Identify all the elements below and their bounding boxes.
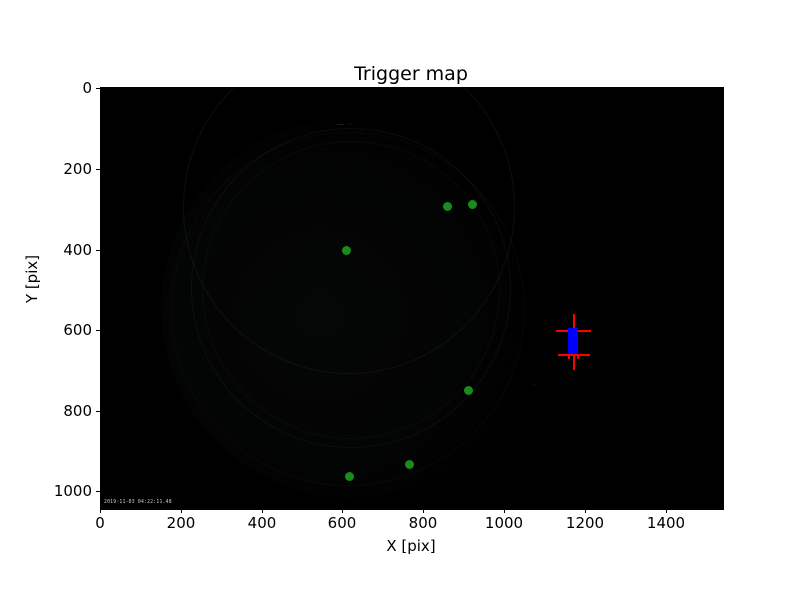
noise-speck (441, 468, 443, 469)
burnt-in-timestamp: 2019-11-03 04:22:11.48 (104, 499, 172, 505)
y-tick-label: 0 (82, 79, 92, 97)
y-tick (96, 250, 100, 251)
x-tick-label: 400 (247, 514, 277, 532)
y-tick-label: 1000 (53, 482, 92, 500)
detector-image (101, 88, 723, 509)
y-tick (96, 491, 100, 492)
trigger-marker[interactable] (344, 471, 354, 481)
trigger-marker[interactable] (467, 199, 477, 209)
noise-speck (533, 384, 536, 385)
plot-axes-canvas[interactable]: 2019-11-03 04:22:11.48 (100, 87, 724, 510)
x-tick (342, 509, 343, 513)
x-tick (100, 509, 101, 513)
x-tick-label: 0 (95, 514, 105, 532)
trigger-marker[interactable] (463, 385, 473, 395)
x-tick (585, 509, 586, 513)
x-tick-label: 800 (408, 514, 438, 532)
noise-speck (349, 124, 352, 125)
trigger-marker[interactable] (341, 245, 351, 255)
field-glow (161, 118, 541, 498)
y-tick (96, 169, 100, 170)
x-tick (423, 509, 424, 513)
trigger-marker[interactable] (404, 459, 414, 469)
y-tick (96, 330, 100, 331)
y-tick-label: 800 (63, 402, 92, 420)
x-tick-label: 1400 (646, 514, 686, 532)
x-tick (181, 509, 182, 513)
trigger-marker[interactable] (442, 201, 452, 211)
x-tick (666, 509, 667, 513)
y-tick-label: 600 (63, 321, 92, 339)
y-tick (96, 88, 100, 89)
x-tick-label: 600 (327, 514, 357, 532)
y-axis-label: Y [pix] (23, 254, 41, 304)
x-axis-label: X [pix] (386, 537, 436, 555)
noise-speck (361, 130, 363, 131)
x-tick-label: 200 (166, 514, 196, 532)
x-tick (504, 509, 505, 513)
x-tick-label: 1000 (484, 514, 524, 532)
x-tick (262, 509, 263, 513)
x-tick-label: 1200 (565, 514, 605, 532)
y-tick (96, 411, 100, 412)
noise-speck (337, 124, 344, 125)
page-title: Trigger map (354, 63, 468, 85)
y-tick-label: 400 (63, 241, 92, 259)
y-tick-label: 200 (63, 160, 92, 178)
